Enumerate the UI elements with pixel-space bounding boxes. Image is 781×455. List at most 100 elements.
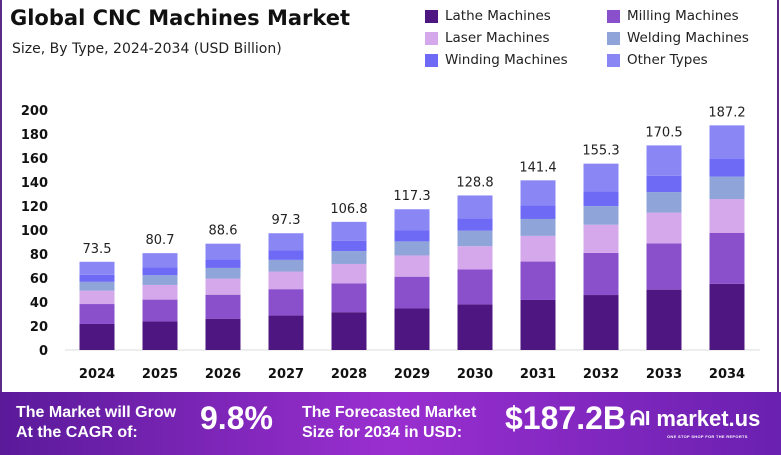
bar-segment-winding-machines <box>268 250 304 260</box>
bar-segment-winding-machines <box>457 218 493 231</box>
bar-segment-welding-machines <box>583 206 619 225</box>
bar-segment-winding-machines <box>142 267 178 276</box>
legend-item: Lathe Machines <box>425 8 607 24</box>
cagr-value: 9.8% <box>200 400 273 436</box>
legend-label: Welding Machines <box>627 30 749 46</box>
legend-swatch <box>425 53 438 67</box>
bar-segment-laser-machines <box>142 284 178 300</box>
data-label: 170.5 <box>645 125 682 140</box>
bar-segment-welding-machines <box>394 241 430 256</box>
bar-segment-laser-machines <box>205 278 241 295</box>
legend-item: Laser Machines <box>425 30 607 46</box>
bar-segment-laser-machines <box>520 235 556 262</box>
bar-segment-milling-machines <box>268 289 304 316</box>
bar-segment-lathe-machines <box>142 321 178 350</box>
chart-subtitle: Size, By Type, 2024-2034 (USD Billion) <box>12 41 282 57</box>
data-label: 73.5 <box>83 242 112 257</box>
bar-segment-winding-machines <box>331 240 367 252</box>
legend-swatch <box>425 9 438 23</box>
bar-segment-welding-machines <box>709 176 745 200</box>
data-label: 128.8 <box>456 175 493 190</box>
x-tick-label: 2034 <box>709 367 745 382</box>
data-label: 117.3 <box>393 189 430 204</box>
legend-label: Winding Machines <box>445 52 568 68</box>
data-label: 106.8 <box>330 202 367 217</box>
logo-icon: ᕱI <box>630 407 651 430</box>
bar-segment-lathe-machines <box>331 312 367 350</box>
logo-tagline: ONE STOP SHOP FOR THE REPORTS <box>667 434 748 439</box>
y-tick-label: 160 <box>21 152 48 167</box>
bar-segment-milling-machines <box>331 283 367 313</box>
bar-segment-winding-machines <box>205 259 241 268</box>
bar-segment-milling-machines <box>583 252 619 296</box>
bar-segment-lathe-machines <box>709 283 745 350</box>
bar-segment-winding-machines <box>79 274 115 282</box>
bar-segment-other-types <box>331 221 367 241</box>
data-label: 80.7 <box>146 233 175 248</box>
bar-segment-other-types <box>646 145 682 176</box>
x-tick-label: 2032 <box>583 367 619 382</box>
bar-segment-milling-machines <box>79 304 115 324</box>
bar-segment-winding-machines <box>394 230 430 242</box>
bar-segment-lathe-machines <box>79 323 115 350</box>
data-label: 88.6 <box>209 224 238 239</box>
bar-segment-winding-machines <box>583 191 619 207</box>
legend-item: Winding Machines <box>425 52 607 68</box>
legend-label: Milling Machines <box>627 8 739 24</box>
y-tick-label: 0 <box>39 344 48 359</box>
legend-item: Milling Machines <box>607 8 775 24</box>
bar-segment-laser-machines <box>79 290 115 305</box>
y-tick-label: 20 <box>30 320 48 335</box>
chart-frame <box>0 0 779 392</box>
x-tick-label: 2029 <box>394 367 430 382</box>
summary-banner: The Market will Grow At the CAGR of: 9.8… <box>0 392 781 455</box>
bar-segment-lathe-machines <box>583 295 619 350</box>
bar-segment-welding-machines <box>457 230 493 247</box>
bar-segment-lathe-machines <box>205 318 241 350</box>
bar-segment-welding-machines <box>646 192 682 213</box>
x-tick-label: 2031 <box>520 367 556 382</box>
legend-label: Lathe Machines <box>445 8 551 24</box>
bar-segment-other-types <box>457 195 493 219</box>
cagr-label: The Market will Grow At the CAGR of: <box>16 404 177 441</box>
data-label: 155.3 <box>582 144 619 159</box>
bar-segment-other-types <box>79 261 115 275</box>
data-label: 97.3 <box>272 213 301 228</box>
bar-segment-laser-machines <box>457 246 493 270</box>
bar-segment-other-types <box>205 243 241 260</box>
x-tick-label: 2026 <box>205 367 241 382</box>
bar-segment-lathe-machines <box>268 315 304 350</box>
y-tick-label: 100 <box>21 224 48 239</box>
bar-segment-welding-machines <box>520 218 556 236</box>
x-tick-label: 2030 <box>457 367 493 382</box>
bar-segment-laser-machines <box>331 263 367 284</box>
x-tick-label: 2028 <box>331 367 367 382</box>
bar-segment-laser-machines <box>646 212 682 244</box>
bar-segment-milling-machines <box>646 243 682 290</box>
y-tick-label: 140 <box>21 176 48 191</box>
bar-segment-milling-machines <box>709 233 745 284</box>
y-tick-label: 120 <box>21 200 48 215</box>
x-tick-label: 2024 <box>79 367 115 382</box>
legend: Lathe Machines Milling Machines Laser Mach… <box>425 8 775 68</box>
bar-segment-milling-machines <box>520 261 556 300</box>
x-tick-label: 2033 <box>646 367 682 382</box>
legend-swatch <box>425 31 438 45</box>
logo-text: market.us <box>656 406 761 431</box>
x-tick-label: 2025 <box>142 367 178 382</box>
bar-segment-milling-machines <box>394 276 430 309</box>
legend-swatch <box>607 9 620 23</box>
bar-segment-lathe-machines <box>457 304 493 350</box>
bar-segment-milling-machines <box>142 299 178 322</box>
legend-item: Welding Machines <box>607 30 775 46</box>
y-tick-label: 200 <box>21 104 48 119</box>
bar-segment-other-types <box>394 209 430 231</box>
bar-segment-milling-machines <box>205 294 241 319</box>
y-tick-label: 80 <box>30 248 48 263</box>
bar-segment-laser-machines <box>394 255 430 277</box>
bar-segment-other-types <box>520 180 556 206</box>
legend-swatch <box>607 53 620 67</box>
bar-segment-welding-machines <box>79 281 115 291</box>
y-tick-label: 180 <box>21 128 48 143</box>
bar-segment-laser-machines <box>583 224 619 253</box>
